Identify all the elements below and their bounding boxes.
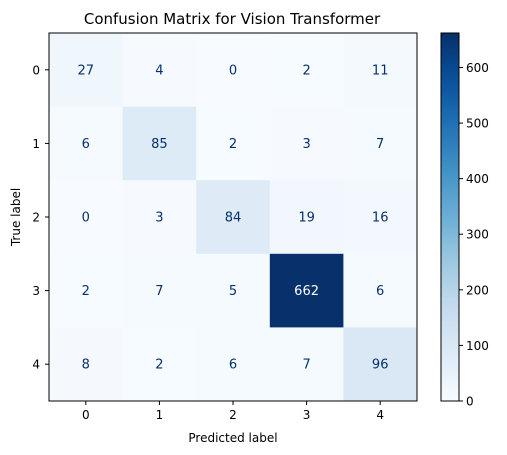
y-tick-label: 4 [32, 358, 40, 372]
cell-value-r3-c2: 5 [229, 284, 237, 299]
x-axis-ticks: 0 1 2 3 4 [82, 401, 384, 422]
cell-value-r3-c4: 6 [376, 284, 384, 299]
colorbar-tick-label: 0 [466, 395, 474, 409]
heatmap-cell-r3-c2 [196, 253, 271, 328]
y-tick-label: 3 [32, 284, 40, 298]
colorbar-tick-label: 500 [466, 117, 489, 131]
colorbar-tick-label: 200 [466, 283, 489, 297]
cell-value-labels: 27 4 0 2 116 85 2 3 70 3 84 19 162 7 5 662 68 2 6 7 96 [78, 63, 389, 372]
cell-value-r0-c2: 0 [229, 63, 237, 78]
heatmap-cell-r0-c3 [269, 33, 344, 108]
cell-value-r1-c3: 3 [302, 137, 310, 152]
cell-value-r1-c0: 6 [82, 137, 90, 152]
x-tick-label: 0 [82, 408, 90, 422]
heatmap-cell-r4-c2 [196, 327, 271, 402]
heatmap-cell-r0-c0 [49, 33, 124, 108]
cell-value-r1-c4: 7 [376, 137, 384, 152]
chart-title: Confusion Matrix for Vision Transformer [84, 10, 381, 28]
heatmap-cell-r0-c4 [343, 33, 418, 108]
cell-value-r0-c0: 27 [78, 63, 95, 78]
colorbar-ticks: 0 100 200 300 400 500 600 [459, 61, 489, 409]
cell-value-r4-c4: 96 [372, 358, 389, 373]
cell-value-r3-c3: 662 [294, 284, 319, 299]
heatmap-cell-r4-c1 [122, 327, 197, 402]
cell-value-r1-c1: 85 [151, 137, 168, 152]
cell-value-r3-c0: 2 [82, 284, 90, 299]
cell-value-r2-c3: 19 [298, 211, 315, 226]
heatmap-cell-r3-c1 [122, 253, 197, 328]
heatmap-cell-r2-c1 [122, 180, 197, 255]
cell-value-r0-c4: 11 [372, 63, 389, 78]
y-axis-ticks: 0 1 2 3 4 [32, 63, 49, 372]
cell-value-r2-c1: 3 [155, 211, 163, 226]
x-tick-label: 3 [303, 408, 311, 422]
cell-value-r4-c3: 7 [302, 358, 310, 373]
colorbar-tick-label: 300 [466, 228, 489, 242]
heatmap-cells [49, 33, 418, 402]
colorbar-tick-label: 600 [466, 61, 489, 75]
cell-value-r3-c1: 7 [155, 284, 163, 299]
x-tick-label: 2 [229, 408, 237, 422]
heatmap-cell-r2-c0 [49, 180, 124, 255]
heatmap-cell-r1-c4 [343, 106, 418, 181]
cell-value-r1-c2: 2 [229, 137, 237, 152]
cell-value-r4-c2: 6 [229, 358, 237, 373]
heatmap-cell-r4-c3 [269, 327, 344, 402]
heatmap-cell-r1-c1 [122, 106, 197, 181]
heatmap-cell-r1-c0 [49, 106, 124, 181]
heatmap-cell-r0-c2 [196, 33, 271, 108]
heatmap-cell-r1-c3 [269, 106, 344, 181]
x-axis-label: Predicted label [188, 431, 277, 445]
cell-value-r2-c2: 84 [225, 211, 242, 226]
heatmap-cell-r4-c4 [343, 327, 418, 402]
heatmap-cell-r3-c0 [49, 253, 124, 328]
cell-value-r0-c3: 2 [302, 63, 310, 78]
heatmap-cell-r0-c1 [122, 33, 197, 108]
y-axis-label: True label [9, 188, 23, 247]
colorbar-tick-label: 100 [466, 339, 489, 353]
colorbar-tick-label: 400 [466, 172, 489, 186]
heatmap-cell-r2-c2 [196, 180, 271, 255]
heatmap-cell-r2-c4 [343, 180, 418, 255]
cell-value-r0-c1: 4 [155, 63, 163, 78]
heatmap-cell-r4-c0 [49, 327, 124, 402]
cell-value-r4-c1: 2 [155, 358, 163, 373]
heatmap-cell-r1-c2 [196, 106, 271, 181]
cell-value-r2-c0: 0 [82, 211, 90, 226]
heatmap-cell-r2-c3 [269, 180, 344, 255]
y-tick-label: 0 [32, 63, 40, 77]
y-tick-label: 2 [32, 211, 40, 225]
x-tick-label: 4 [376, 408, 384, 422]
heatmap-cell-r3-c3 [269, 253, 344, 328]
cell-value-r2-c4: 16 [372, 211, 389, 226]
colorbar [440, 32, 460, 402]
x-tick-label: 1 [156, 408, 164, 422]
heatmap-cell-r3-c4 [343, 253, 418, 328]
y-tick-label: 1 [32, 137, 40, 151]
cell-value-r4-c0: 8 [82, 358, 90, 373]
